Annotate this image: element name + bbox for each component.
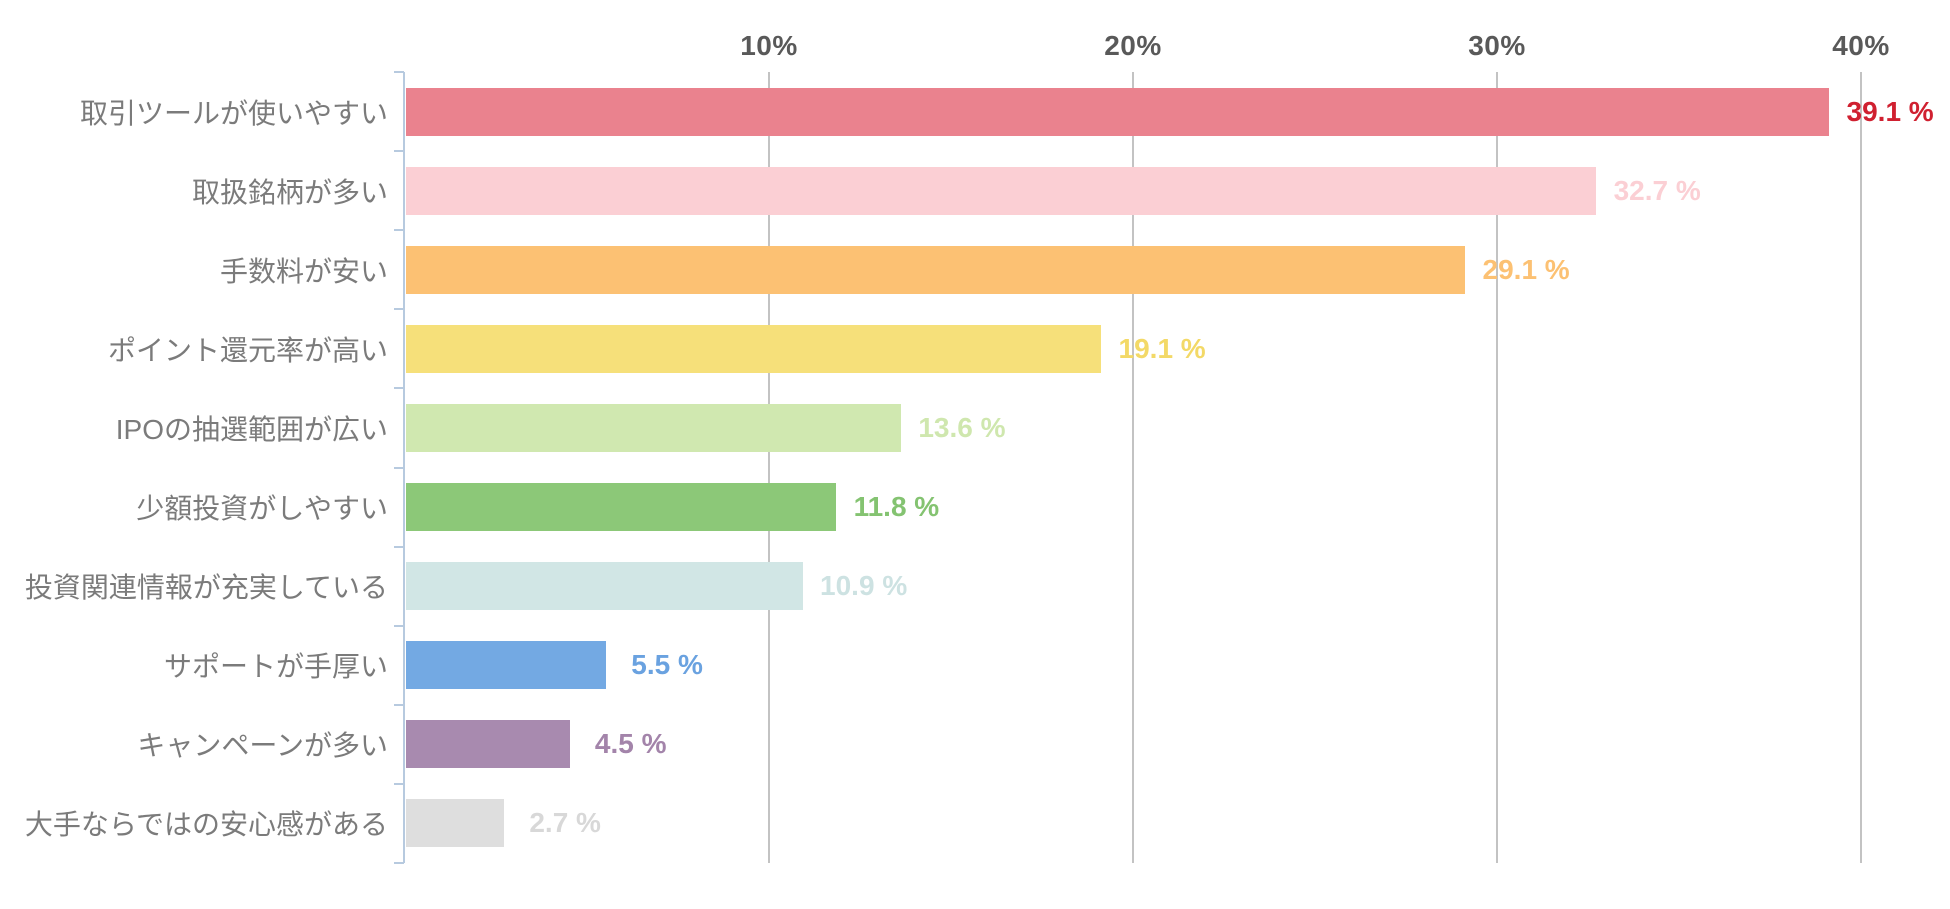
- value-label: 19.1 %: [1118, 332, 1206, 364]
- grid-line: [1496, 72, 1498, 863]
- bar: [406, 720, 570, 769]
- category-label: 投資関連情報が充実している: [24, 572, 388, 604]
- bar: [406, 641, 607, 690]
- grid-line: [1860, 72, 1862, 863]
- bar: [406, 87, 1830, 136]
- value-label: 5.5 %: [631, 649, 703, 681]
- bar-row: 取引ツールが使いやすい 39.1 %: [0, 72, 1950, 151]
- axis-tick: [394, 782, 404, 785]
- category-label: 大手ならではの安心感がある: [24, 809, 388, 841]
- axis-tick: [394, 308, 404, 311]
- value-label: 32.7 %: [1613, 174, 1701, 206]
- bar: [406, 799, 505, 848]
- bar: [406, 324, 1102, 373]
- bar: [406, 166, 1597, 215]
- x-axis-tick-label: 40%: [1832, 30, 1890, 61]
- value-label: 11.8 %: [853, 491, 940, 523]
- category-label: 少額投資がしやすい: [136, 493, 388, 525]
- axis-tick: [394, 466, 404, 469]
- value-label: 2.7 %: [529, 807, 601, 839]
- x-axis-tick-label: 30%: [1468, 30, 1526, 61]
- axis-tick: [394, 624, 404, 627]
- axis-tick: [394, 387, 404, 390]
- value-label: 29.1 %: [1482, 253, 1570, 285]
- bar: [406, 483, 836, 532]
- bar: [406, 562, 803, 611]
- category-label: サポートが手厚い: [163, 651, 388, 683]
- bar: [406, 245, 1466, 294]
- value-label: 10.9 %: [820, 570, 908, 602]
- grid-line: [1132, 72, 1134, 863]
- bar-row: IPOの抽選範囲が広い 13.6 %: [0, 388, 1950, 467]
- axis-tick: [394, 545, 404, 548]
- bar-row: サポートが手厚い 5.5 %: [0, 626, 1950, 705]
- y-axis-line: [403, 72, 405, 863]
- value-label: 4.5 %: [594, 728, 667, 760]
- bar-row: キャンペーンが多い 4.5 %: [0, 705, 1950, 784]
- bar: [406, 403, 902, 452]
- axis-tick: [394, 862, 404, 864]
- category-label: 取扱銘柄が多い: [191, 176, 388, 208]
- bar-row: 大手ならではの安心感がある 2.7 %: [0, 784, 1950, 863]
- category-label: 取引ツールが使いやすい: [79, 97, 388, 129]
- category-label: キャンペーンが多い: [137, 730, 388, 762]
- bar-row: 少額投資がしやすい 11.8 %: [0, 468, 1950, 547]
- bar-row: 手数料が安い 29.1 %: [0, 230, 1950, 309]
- value-label: 39.1 %: [1846, 95, 1934, 127]
- x-axis-tick-label: 10%: [740, 30, 798, 61]
- axis-tick: [394, 703, 404, 706]
- category-label: ポイント還元率が高い: [107, 334, 388, 366]
- bar-row: 投資関連情報が充実している 10.9 %: [0, 547, 1950, 626]
- category-label: IPOの抽選範囲が広い: [115, 413, 388, 445]
- grid-line: [768, 72, 770, 863]
- bar-row: 取扱銘柄が多い 32.7 %: [0, 151, 1950, 230]
- axis-tick: [394, 229, 404, 232]
- category-label: 手数料が安い: [219, 255, 388, 287]
- value-label: 13.6 %: [918, 411, 1006, 443]
- axis-tick: [394, 150, 404, 153]
- axis-tick: [394, 71, 404, 73]
- bar-row: ポイント還元率が高い 19.1 %: [0, 309, 1950, 388]
- x-axis-tick-label: 20%: [1104, 30, 1162, 61]
